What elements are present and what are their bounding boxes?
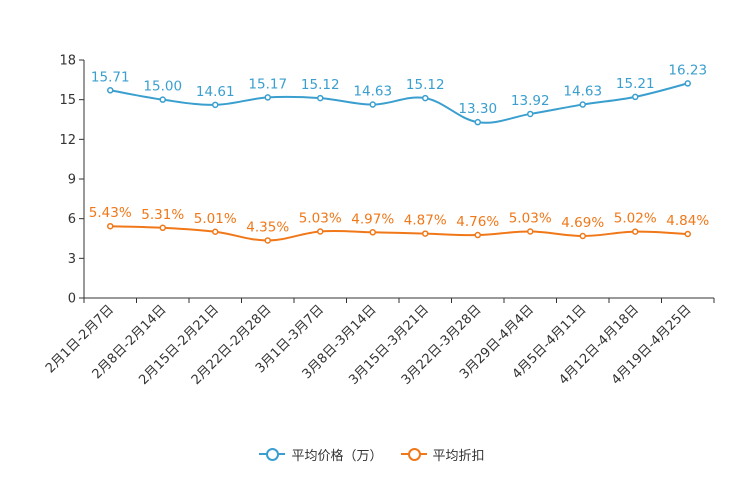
data-label: 15.12: [301, 77, 340, 93]
data-point: [474, 118, 481, 126]
data-point: [527, 110, 534, 118]
x-axis: 2月1日-2月7日2月8日-2月14日2月15日-2月21日2月22日-2月28…: [43, 297, 715, 388]
y-tick-label: 9: [68, 173, 76, 188]
y-tick-label: 12: [59, 133, 76, 148]
data-label: 13.30: [458, 101, 497, 117]
data-label: 15.71: [91, 69, 130, 85]
data-point: [579, 101, 586, 108]
data-label: 4.87%: [404, 213, 447, 229]
data-point: [317, 94, 324, 102]
data-point: [317, 228, 324, 235]
data-point: [264, 237, 271, 244]
data-point: [212, 228, 219, 236]
data-point: [632, 93, 639, 101]
legend-label-discount: 平均折扣: [432, 448, 485, 464]
data-point: [684, 230, 691, 238]
series-line: [110, 82, 688, 124]
data-label: 4.97%: [351, 211, 394, 227]
series-1: 5.43% 5.31% 5.01% 4.35% 5.03% 4.97% 4.87% 4.76%…: [89, 205, 709, 244]
y-tick-label: 18: [59, 54, 76, 69]
data-point: [159, 224, 166, 232]
data-label: 15.12: [406, 77, 445, 93]
data-point: [527, 228, 534, 235]
data-point: [159, 96, 166, 103]
data-label: 5.03%: [509, 210, 552, 226]
data-label: 14.61: [196, 84, 235, 100]
data-point: [579, 232, 586, 240]
data-point: [474, 231, 481, 239]
data-label: 5.02%: [614, 211, 657, 227]
series-layer: 15.71 15.00 14.61 15.17 15.12 14.63 15.12 13.30…: [89, 62, 709, 244]
data-label: 15.21: [616, 76, 655, 92]
data-label: 16.23: [668, 62, 707, 78]
data-label: 14.63: [353, 84, 392, 100]
legend-line-circle-icon: [259, 447, 286, 461]
series-0: 15.71 15.00 14.61 15.17 15.12 14.63 15.12 13.30…: [91, 62, 707, 126]
data-label: 5.01%: [194, 211, 237, 227]
data-point: [369, 101, 376, 108]
data-label: 13.92: [511, 93, 550, 109]
data-point: [422, 230, 429, 237]
data-label: 4.35%: [246, 219, 289, 235]
data-label: 4.69%: [561, 215, 604, 231]
data-point: [369, 229, 376, 236]
data-label: 15.17: [248, 76, 287, 92]
data-label: 5.31%: [141, 207, 184, 223]
data-label: 5.03%: [299, 210, 342, 226]
data-point: [684, 80, 691, 87]
data-point: [264, 94, 271, 101]
data-point: [212, 101, 219, 109]
legend-label-price: 平均价格（万）: [291, 448, 383, 464]
legend-line-circle-icon: [400, 447, 427, 461]
y-tick-label: 6: [68, 212, 76, 227]
data-point: [422, 94, 429, 102]
line-chart: 0 3 6 9 12 15 18 2月1日-2月7日2月8日-2月14日2月15日-2月21…: [43, 54, 715, 388]
y-tick-label: 15: [59, 93, 76, 108]
legend: 平均价格（万） 平均折扣: [0, 444, 744, 464]
legend-item-discount[interactable]: 平均折扣: [400, 445, 485, 464]
legend-item-price[interactable]: 平均价格（万）: [259, 445, 383, 464]
data-point: [632, 228, 639, 235]
data-label: 4.76%: [456, 214, 499, 230]
data-point: [107, 222, 114, 230]
data-label: 15.00: [143, 79, 182, 95]
y-tick-label: 3: [68, 252, 76, 267]
data-label: 14.63: [563, 84, 602, 100]
data-label: 4.84%: [666, 213, 709, 229]
y-tick-label: 0: [68, 292, 76, 307]
series-line: [110, 225, 688, 242]
data-point: [107, 87, 114, 94]
data-label: 5.43%: [89, 205, 132, 221]
y-axis: 0 3 6 9 12 15 18: [59, 54, 85, 307]
